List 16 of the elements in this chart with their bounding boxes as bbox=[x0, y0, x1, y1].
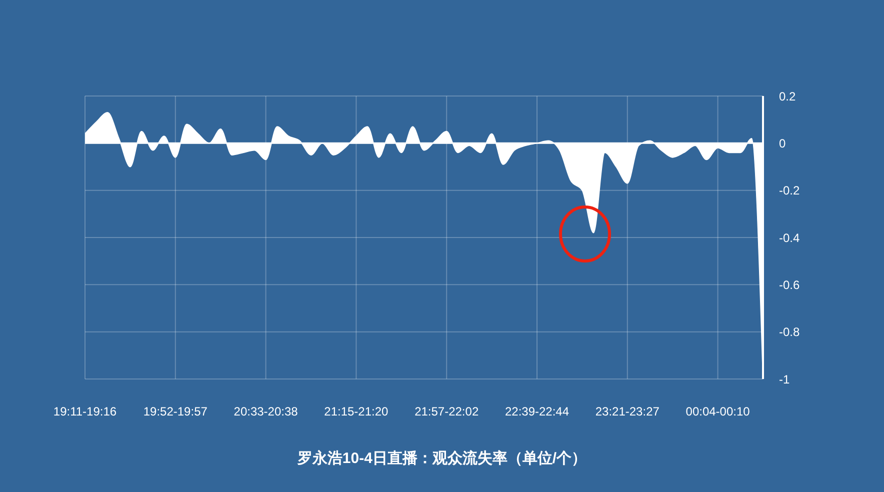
y-tick-label: -1 bbox=[779, 372, 790, 386]
x-tick-label: 20:33-20:38 bbox=[234, 404, 298, 419]
y-tick-label: 0.2 bbox=[779, 89, 796, 104]
x-tick-label: 22:39-22:44 bbox=[504, 404, 570, 419]
y-tick-label: -0.4 bbox=[779, 230, 800, 245]
y-tick-label: -0.8 bbox=[779, 325, 800, 340]
y-tick-label: 0 bbox=[779, 136, 786, 150]
y-tick-label: -0.6 bbox=[779, 278, 800, 292]
y-tick-label: -0.2 bbox=[779, 184, 800, 198]
x-tick-label: 00:04-00:10 bbox=[686, 404, 750, 419]
x-tick-label: 21:57-22:02 bbox=[414, 404, 479, 419]
x-tick-label: 23:21-23:27 bbox=[595, 404, 660, 419]
x-tick-label: 19:11-19:16 bbox=[53, 404, 117, 419]
text: 罗永浩10-4日直播：观众流失率（单位/个） bbox=[296, 449, 588, 469]
x-tick-label: 19:52-19:57 bbox=[143, 404, 208, 419]
x-tick-label: 21:15-21:20 bbox=[324, 404, 389, 419]
